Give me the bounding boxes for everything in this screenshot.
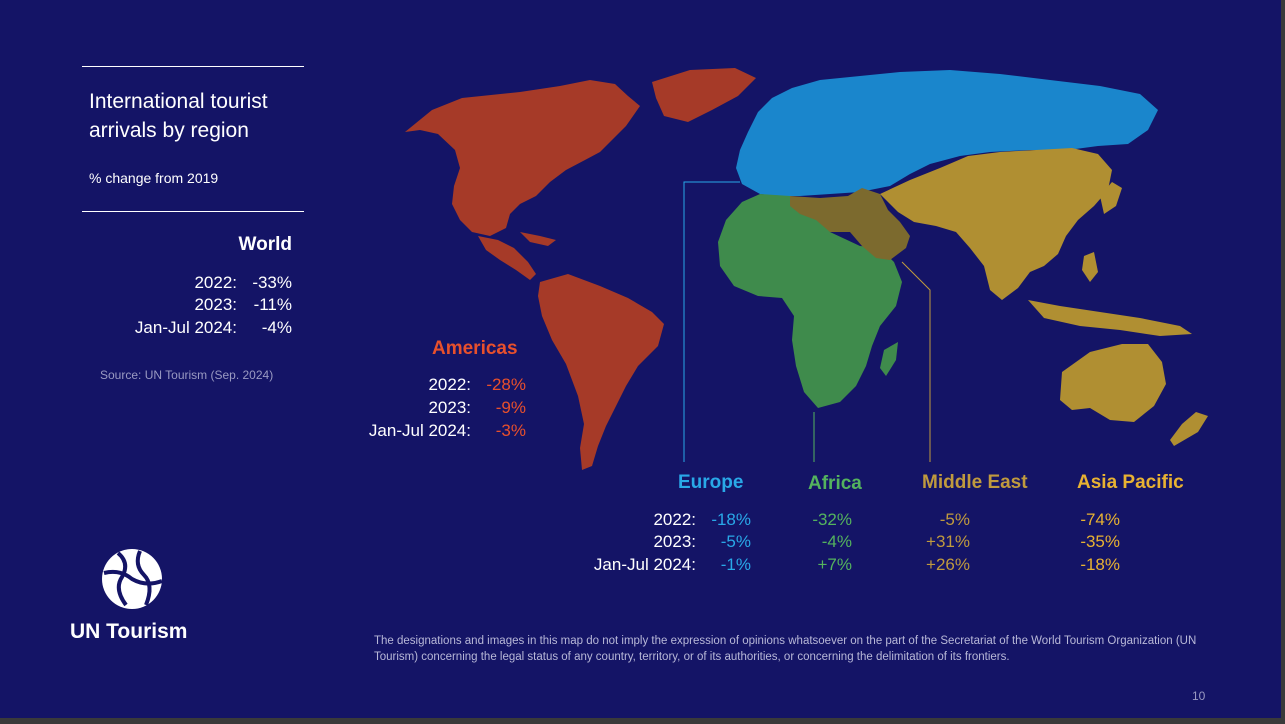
americas-row-value: -9%	[495, 398, 526, 417]
top-divider	[82, 66, 304, 67]
page-subtitle: % change from 2019	[89, 170, 219, 186]
asia-pacific-region	[880, 148, 1208, 446]
disclaimer: The designations and images in this map …	[374, 635, 1197, 663]
brand-name: UN Tourism	[70, 620, 188, 643]
middle-east-title: Middle East	[922, 472, 1028, 493]
world-row-label: Jan-Jul 2024:	[134, 318, 237, 337]
page-number: 10	[1192, 689, 1206, 703]
europe-region-shape	[736, 70, 1158, 196]
greenland-shape	[652, 68, 756, 122]
australia-shape	[1060, 344, 1166, 422]
world-title: World	[238, 234, 292, 255]
philippines-shape	[1082, 252, 1098, 282]
europe-value: -1%	[720, 555, 751, 574]
bottom-divider	[82, 211, 304, 212]
africa-region-shape	[718, 194, 902, 408]
americas-row-label: Jan-Jul 2024:	[368, 421, 471, 440]
asia-pacific-value: -74%	[1080, 510, 1120, 529]
europe-title: Europe	[678, 472, 744, 493]
asia-pacific-title: Asia Pacific	[1077, 472, 1184, 493]
americas-row-label: 2022:	[428, 375, 471, 394]
un-tourism-logo-icon	[102, 549, 163, 609]
americas-title: Americas	[432, 338, 518, 359]
middle-east-region-shape	[790, 188, 910, 260]
middle-east-leader-line	[901, 261, 931, 462]
source-note: Source: UN Tourism (Sep. 2024)	[100, 368, 274, 382]
world-row-value: -4%	[261, 318, 292, 337]
middle-east-value: +26%	[926, 555, 970, 574]
americas-row-label: 2023:	[428, 398, 471, 417]
central-america-shape	[478, 236, 536, 280]
shared-row-label: Jan-Jul 2024:	[593, 555, 696, 574]
americas-row-value: -28%	[486, 375, 526, 394]
page-title: International tourist arrivals by region	[89, 90, 268, 142]
middle-east-value: +31%	[926, 532, 970, 551]
europe-leader-line	[683, 181, 740, 462]
world-row-value: -33%	[252, 273, 292, 292]
new-zealand-shape	[1170, 412, 1208, 446]
shared-row-label: 2023:	[653, 532, 696, 551]
shared-row-label: 2022:	[653, 510, 696, 529]
europe-value: -5%	[720, 532, 751, 551]
caribbean-shape	[520, 232, 556, 246]
world-row-label: 2022:	[194, 273, 237, 292]
south-america-shape	[538, 274, 664, 470]
africa-title: Africa	[808, 473, 862, 494]
americas-row-value: -3%	[495, 421, 526, 440]
world-row-label: 2023:	[194, 295, 237, 314]
north-america-shape	[405, 80, 640, 236]
africa-value: +7%	[817, 555, 853, 574]
indonesia-shape	[1028, 300, 1192, 336]
europe-value: -18%	[711, 510, 751, 529]
asia-pacific-value: -35%	[1080, 532, 1120, 551]
madagascar-shape	[880, 342, 898, 376]
japan-shape	[1100, 182, 1122, 214]
asia-pacific-value: -18%	[1080, 555, 1120, 574]
asia-shape	[880, 148, 1112, 300]
world-row-value: -11%	[253, 295, 292, 314]
americas-region	[405, 68, 756, 470]
middle-east-value: -5%	[939, 510, 970, 529]
africa-value: -4%	[821, 532, 852, 551]
africa-value: -32%	[812, 510, 852, 529]
